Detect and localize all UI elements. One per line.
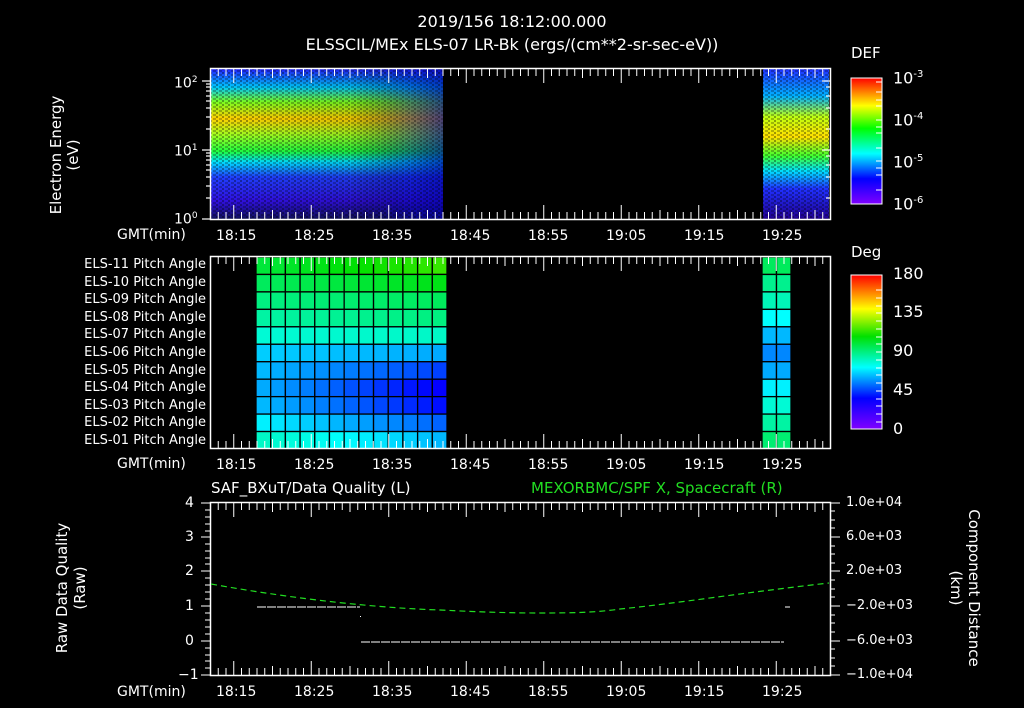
energy-ytick-1e1: 101	[174, 143, 198, 160]
x-tick-label: 18:25	[294, 228, 335, 244]
component-distance-ylabel: Component Distance (km)	[947, 493, 983, 683]
pitch-row-label: ELS-04 Pitch Angle	[84, 380, 206, 395]
x-tick-label: 18:35	[372, 228, 413, 244]
x-tick-label: 18:55	[528, 684, 569, 700]
x-axis-label-panel3: GMT(min)	[117, 684, 186, 700]
x-tick-label: 18:55	[528, 228, 569, 244]
x-axis-label-panel1: GMT(min)	[117, 227, 186, 243]
def-colorbar-label-1e-5: 10-5	[893, 152, 924, 172]
right-ytick: 2.0e+03	[846, 563, 903, 578]
energy-ytick-1e0: 100	[174, 211, 198, 228]
x-tick-label: 18:45	[450, 684, 491, 700]
deg-colorbar-label: 180	[893, 264, 924, 283]
left-ytick: 3	[185, 529, 194, 545]
left-ytick: 2	[185, 563, 194, 579]
raw-data-quality-ylabel: Raw Data Quality (Raw)	[53, 503, 89, 673]
pitch-row-label: ELS-03 Pitch Angle	[84, 398, 206, 413]
pitch-row-label: ELS-06 Pitch Angle	[84, 345, 206, 360]
pitch-row-label: ELS-09 Pitch Angle	[84, 292, 206, 307]
x-tick-label: 19:05	[606, 457, 647, 473]
x-tick-label: 19:25	[762, 457, 803, 473]
x-tick-label: 19:25	[762, 228, 803, 244]
deg-colorbar-label: 135	[893, 302, 924, 321]
x-tick-label: 18:35	[372, 684, 413, 700]
x-tick-label: 18:45	[450, 228, 491, 244]
x-axis-label-panel2: GMT(min)	[117, 456, 186, 472]
x-tick-label: 18:15	[216, 684, 257, 700]
x-tick-label: 19:05	[606, 228, 647, 244]
deg-colorbar-title: Deg	[851, 243, 882, 261]
pitch-row-label: ELS-10 Pitch Angle	[84, 275, 206, 290]
pitch-row-label: ELS-07 Pitch Angle	[84, 327, 206, 342]
right-series-title: MEXORBMC/SPF X, Spacecraft (R)	[531, 479, 783, 497]
pitch-row-label: ELS-01 Pitch Angle	[84, 433, 206, 448]
x-tick-label: 19:15	[684, 684, 725, 700]
x-tick-label: 18:25	[294, 684, 335, 700]
x-tick-label: 18:55	[528, 457, 569, 473]
x-tick-label: 18:15	[216, 457, 257, 473]
x-tick-label: 18:25	[294, 457, 335, 473]
def-colorbar-label-1e-4: 10-4	[893, 110, 924, 130]
energy-ytick-1e2: 102	[174, 75, 198, 92]
x-tick-label: 19:25	[762, 684, 803, 700]
component-distance-ylabel-line1: Component Distance	[965, 509, 983, 667]
def-colorbar-title: DEF	[851, 44, 881, 62]
pitch-row-label: ELS-11 Pitch Angle	[84, 257, 206, 272]
right-ytick: 6.0e+03	[846, 529, 903, 544]
right-ytick: −1.0e+04	[846, 667, 913, 682]
pitch-row-label: ELS-05 Pitch Angle	[84, 363, 206, 378]
right-ytick: −2.0e+03	[846, 598, 913, 613]
def-colorbar-label-1e-3: 10-3	[893, 68, 924, 88]
pitch-row-label: ELS-02 Pitch Angle	[84, 415, 206, 430]
x-tick-label: 19:05	[606, 684, 647, 700]
def-colorbar-label-1e-6: 10-6	[893, 194, 924, 214]
right-ytick: −6.0e+03	[846, 633, 913, 648]
deg-colorbar-label: 45	[893, 380, 914, 399]
pitch-row-label: ELS-08 Pitch Angle	[84, 310, 206, 325]
plot-subtitle: ELSSCIL/MEx ELS-07 LR-Bk (ergs/(cm**2-sr…	[305, 35, 719, 54]
x-tick-label: 18:45	[450, 457, 491, 473]
left-ytick: −1	[178, 667, 199, 683]
plot-timestamp: 2019/156 18:12:00.000	[417, 12, 607, 31]
left-ytick: 0	[185, 633, 194, 649]
raw-data-quality-ylabel-line2: (Raw)	[71, 566, 89, 610]
deg-colorbar-label: 90	[893, 341, 914, 360]
left-series-title: SAF_BXuT/Data Quality (L)	[211, 479, 411, 497]
x-tick-label: 19:15	[684, 228, 725, 244]
right-ytick: 1.0e+04	[846, 495, 903, 510]
raw-data-quality-ylabel-line1: Raw Data Quality	[53, 522, 71, 654]
component-distance-ylabel-line2: (km)	[947, 570, 965, 606]
x-tick-label: 19:15	[684, 457, 725, 473]
left-ytick: 1	[185, 598, 194, 614]
spf-x-line	[210, 582, 830, 614]
deg-colorbar-label: 0	[893, 419, 904, 438]
x-tick-label: 18:15	[216, 228, 257, 244]
x-tick-label: 18:35	[372, 457, 413, 473]
left-ytick: 4	[185, 495, 194, 511]
